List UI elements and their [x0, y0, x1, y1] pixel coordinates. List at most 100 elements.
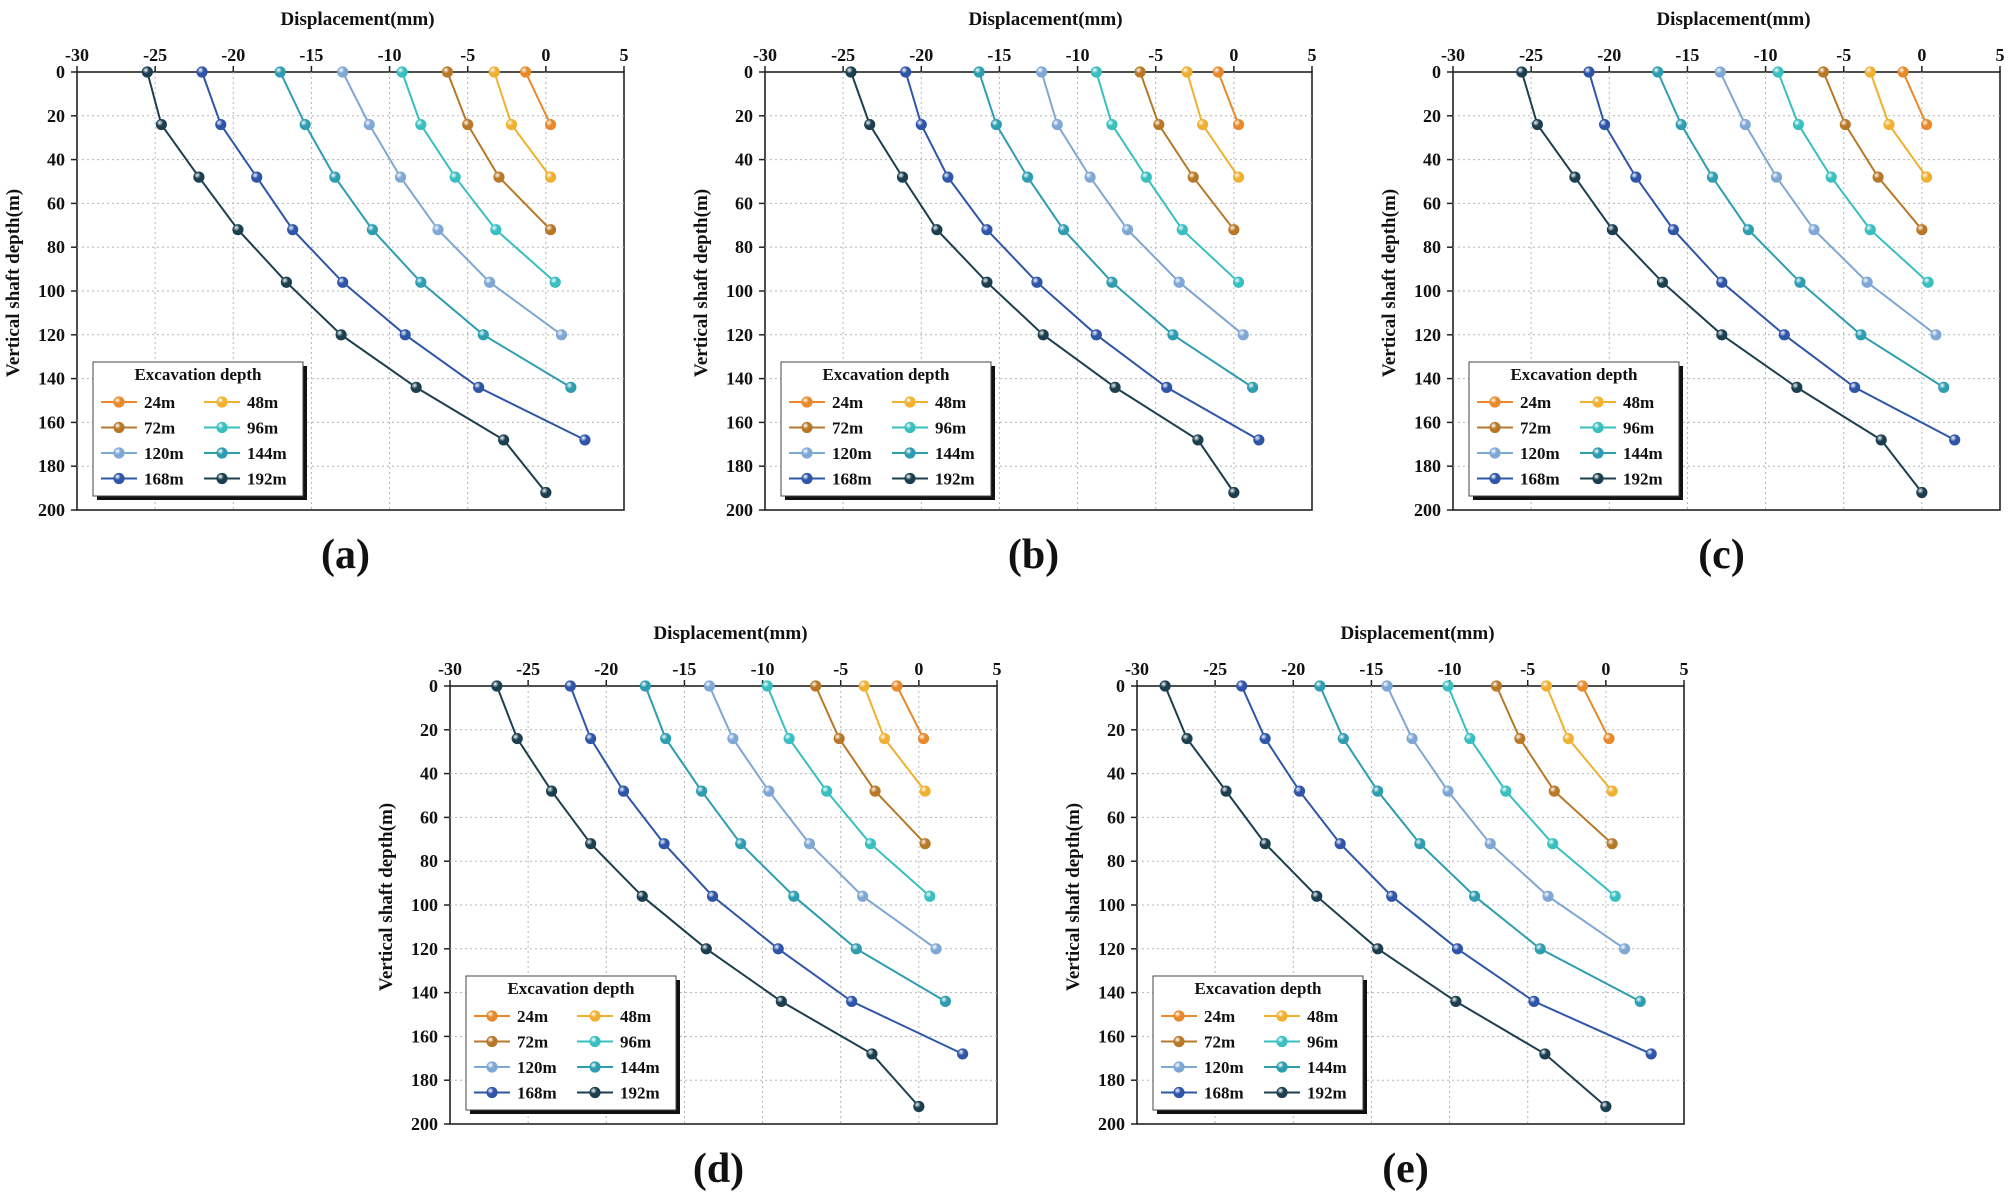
y-axis-title: Vertical shaft depth(m): [1063, 803, 1084, 991]
legend-marker: [113, 421, 125, 434]
x-tick-label: -30: [65, 45, 89, 65]
legend-marker: [801, 421, 813, 434]
legend-label: 24m: [144, 393, 175, 412]
legend-entry-24m: 24m: [474, 1007, 548, 1026]
legend: Excavation depth 24m 48m 72m 96m 120m 144m 168m…: [1468, 361, 1683, 500]
legend-entry-72m: 72m: [474, 1033, 548, 1052]
legend-label: 72m: [517, 1033, 548, 1052]
data-point: [544, 224, 557, 236]
data-point: [1634, 995, 1646, 1007]
data-point: [924, 890, 936, 902]
data-point: [869, 785, 881, 797]
series-48m: [488, 66, 557, 183]
legend-title: Excavation depth: [822, 365, 950, 384]
data-point: [491, 680, 503, 692]
legend-entry-192m: 192m: [1264, 1084, 1347, 1103]
data-point: [1864, 224, 1876, 236]
legend-entry-96m: 96m: [892, 419, 966, 438]
data-point: [1051, 118, 1063, 131]
legend-title: Excavation depth: [1510, 365, 1638, 384]
x-tick-label: -10: [1754, 45, 1778, 65]
legend-entry-96m: 96m: [204, 419, 278, 438]
legend-marker: [1489, 447, 1501, 459]
y-tick-label: 140: [411, 983, 438, 1003]
legend-marker: [1489, 421, 1501, 434]
data-point: [1770, 171, 1783, 183]
y-tick-label: 80: [420, 851, 438, 871]
series-line-120m: [1719, 71, 1937, 336]
series-192m: [1516, 66, 1928, 499]
legend-entry-144m: 144m: [1264, 1058, 1347, 1077]
data-point: [1792, 118, 1804, 131]
data-point: [1706, 171, 1719, 183]
series-line-72m: [814, 685, 926, 845]
data-point: [1883, 118, 1895, 131]
legend-marker: [1489, 472, 1501, 485]
series-72m: [810, 680, 931, 850]
legend-entry-120m: 120m: [1477, 444, 1560, 463]
x-axis-title: Displacement(mm): [968, 9, 1122, 30]
data-point: [363, 118, 375, 131]
data-point: [329, 171, 341, 183]
data-point: [1372, 785, 1384, 797]
data-point: [1167, 329, 1179, 341]
series-168m: [900, 66, 1265, 446]
legend-entry-72m: 72m: [789, 419, 863, 438]
x-tick-label: -5: [460, 45, 475, 65]
data-point: [1334, 838, 1346, 850]
series-144m: [1314, 680, 1646, 1007]
data-point: [1930, 329, 1942, 341]
data-point: [1817, 66, 1829, 78]
legend-entry-168m: 168m: [101, 470, 184, 489]
y-tick-label: 0: [1432, 62, 1441, 82]
legend-marker: [486, 1010, 498, 1022]
data-point: [1232, 276, 1245, 288]
data-point: [1742, 224, 1754, 236]
data-point: [1609, 890, 1621, 902]
series-96m: [1442, 680, 1621, 902]
data-point: [498, 434, 510, 446]
data-point: [415, 276, 427, 288]
legend: Excavation depth 24m 48m 72m 96m 120m 144m 168m…: [92, 361, 307, 500]
legend: Excavation depth 24m 48m 72m 96m 120m 144m 168m…: [465, 975, 680, 1114]
data-point: [585, 838, 597, 850]
x-tick-label: -25: [143, 45, 167, 65]
data-point: [251, 171, 263, 183]
series-72m: [1490, 680, 1618, 850]
data-point: [878, 732, 891, 745]
data-point: [1619, 943, 1631, 955]
legend-label: 72m: [144, 419, 175, 438]
data-point: [1442, 680, 1454, 692]
x-tick-label: -10: [1438, 659, 1462, 679]
y-tick-label: 0: [429, 676, 438, 696]
data-point: [1464, 732, 1476, 745]
y-tick-label: 20: [1423, 106, 1441, 126]
data-point: [1872, 171, 1884, 183]
panel-label: (a): [321, 532, 370, 578]
data-point: [915, 118, 927, 131]
chart-panel-e: -30 -25 -20 -15 -10 -5 0 5 0 20 40 60 80 100 120 140 160…: [1063, 623, 1689, 1192]
y-tick-label: 100: [1414, 281, 1441, 301]
data-point: [1739, 118, 1751, 131]
legend-marker: [801, 447, 813, 459]
y-tick-label: 180: [411, 1070, 438, 1090]
legend-entry-48m: 48m: [892, 393, 966, 412]
data-point: [1057, 224, 1070, 236]
data-point: [337, 66, 349, 78]
legend-label: 120m: [1520, 444, 1560, 463]
x-tick-label: -15: [1359, 659, 1383, 679]
data-point: [462, 118, 474, 131]
panel-label: (b): [1008, 532, 1059, 578]
data-point: [1337, 732, 1349, 745]
data-point: [850, 943, 862, 955]
data-point: [930, 943, 942, 955]
legend-label: 192m: [620, 1084, 660, 1103]
data-point: [1197, 118, 1209, 131]
x-tick-label: -30: [753, 45, 777, 65]
y-tick-label: 120: [1414, 325, 1441, 345]
x-tick-label: -20: [909, 45, 933, 65]
series-24m: [1897, 66, 1933, 131]
y-axis-title: Vertical shaft depth(m): [1379, 189, 1400, 377]
legend-label: 120m: [517, 1058, 557, 1077]
legend-entry-120m: 120m: [789, 444, 872, 463]
